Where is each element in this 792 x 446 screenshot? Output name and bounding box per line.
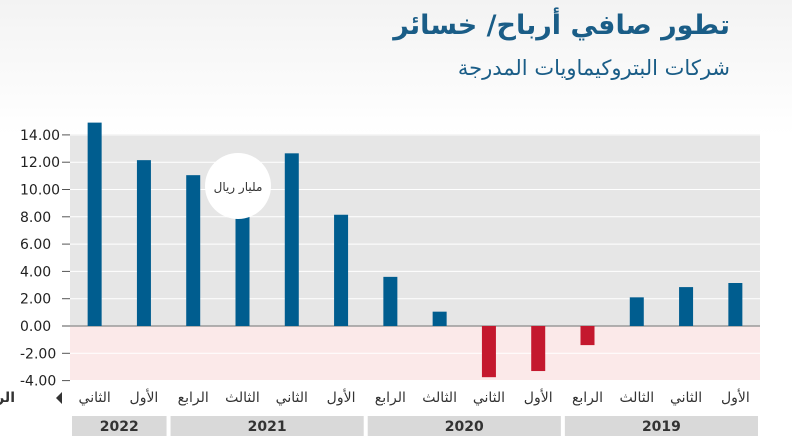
x-axis-title: الربع <box>0 390 15 406</box>
bar-2020-4 <box>383 276 398 326</box>
y-tick-label: 6.00 <box>20 237 51 253</box>
year-band <box>367 416 561 436</box>
year-label: 2022 <box>100 419 139 435</box>
year-band <box>170 416 364 436</box>
bar-2022-2 <box>87 122 102 327</box>
y-tick-label: -4.00 <box>20 374 56 390</box>
quarter-label: الثالث <box>619 390 654 406</box>
chart-title: تطور صافي أرباح/ خسائر <box>393 10 730 41</box>
quarter-label: الأول <box>721 388 750 406</box>
quarter-label: الثاني <box>79 390 111 406</box>
y-tick-label: 4.00 <box>20 264 51 280</box>
y-tick-label: 10.00 <box>20 183 60 199</box>
year-bands: 2019 2020 2021 2022 <box>72 416 758 436</box>
quarter-label: الرابع <box>375 390 406 406</box>
bar-2021-3 <box>235 192 250 326</box>
quarter-label: الرابع <box>572 390 603 406</box>
quarter-label: الرابع <box>178 390 209 406</box>
year-label: 2021 <box>248 419 287 435</box>
bar-2020-2 <box>481 326 496 378</box>
quarter-label: الأول <box>524 388 553 406</box>
bar-2019-3 <box>629 297 644 326</box>
bar-2020-3 <box>432 311 447 326</box>
bar-2019-4 <box>580 326 595 346</box>
x-axis-labels: الأول الثاني الثالث الرابع الأول الثاني الثالث… <box>79 388 750 406</box>
quarter-label: الثاني <box>276 390 308 406</box>
unit-badge: مليار ريال <box>205 153 271 219</box>
year-label: 2019 <box>642 419 681 435</box>
x-axis-title-group: الربع <box>0 390 62 406</box>
header-background <box>0 0 792 135</box>
bar-2021-4 <box>186 175 201 326</box>
year-label: 2020 <box>445 419 484 435</box>
bar-2019-1 <box>728 283 743 326</box>
bars <box>87 122 743 378</box>
y-tick-label: -2.00 <box>20 346 56 362</box>
bar-2020-1 <box>531 326 546 372</box>
y-tick-label: 12.00 <box>20 155 60 171</box>
bar-2019-2 <box>679 287 694 326</box>
year-band <box>564 416 758 436</box>
y-tick-label: 0.00 <box>20 319 51 335</box>
unit-badge-circle <box>205 153 271 219</box>
quarter-label: الثاني <box>473 390 505 406</box>
quarter-label: الثالث <box>422 390 457 406</box>
bar-2021-2 <box>284 153 299 326</box>
gridlines <box>70 134 760 382</box>
bar-2021-1 <box>334 214 349 326</box>
quarter-label: الثالث <box>225 390 260 406</box>
quarter-label: الأول <box>327 388 356 406</box>
quarter-label: الأول <box>130 388 159 406</box>
chart-subtitle: شركات البتروكيماويات المدرجة <box>457 56 730 80</box>
quarter-label: الثاني <box>670 390 702 406</box>
x-axis-arrow-icon <box>56 392 62 404</box>
y-axis-ticks: 14.00 12.00 10.00 8.00 6.00 4.00 2.00 0.00 -2.00… <box>20 128 70 390</box>
bar-2022-1 <box>136 160 151 326</box>
year-band <box>72 416 167 436</box>
y-tick-label: 14.00 <box>20 128 60 144</box>
unit-label: مليار ريال <box>214 180 263 195</box>
y-tick-label: 2.00 <box>20 292 51 308</box>
y-tick-label: 8.00 <box>20 210 51 226</box>
